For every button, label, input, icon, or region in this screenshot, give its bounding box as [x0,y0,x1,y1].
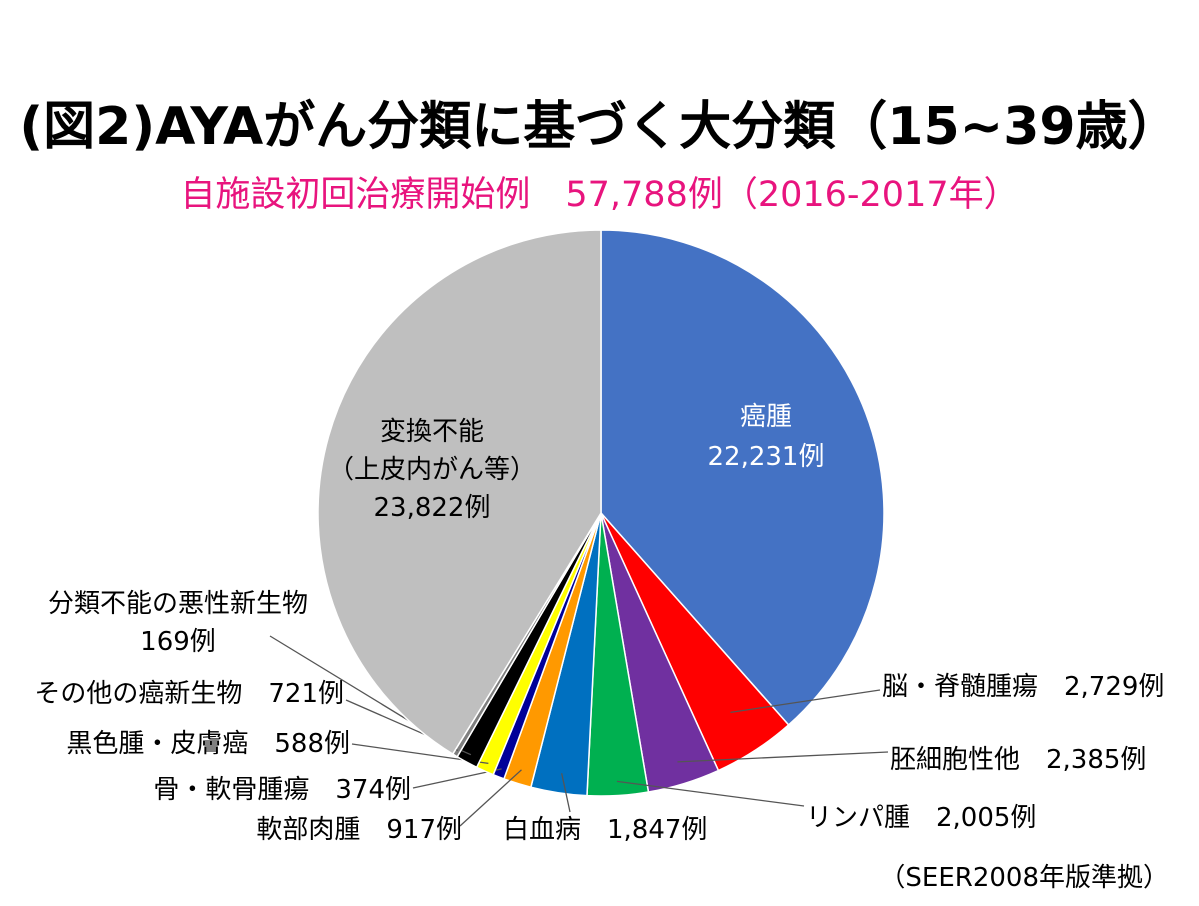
slice-label-soft-tissue-sarcoma: 軟部肉腫 917例 [256,815,462,845]
slice-label-leukemia: 白血病 1,847例 [503,815,707,845]
slice-label-unconvertible: 変換不能（上皮内がん等） 23,822例 [328,417,536,523]
callout-line-leukemia [561,773,571,813]
callout-line-germ-cell [677,751,889,763]
slice-label-carcinoma: 癌腫 22,231例 [708,402,825,472]
pie-slice-unconvertible [317,229,602,756]
slice-label-bone-tumor: 骨・軟骨腫瘍 374例 [153,775,411,805]
callout-line-soft-tissue-sarcoma [459,769,522,827]
slice-label-brain-spinal: 脳・脊髄腫瘍 2,729例 [882,672,1164,702]
slice-label-lymphoma: リンパ腫 2,005例 [806,803,1036,833]
pie-slice-carcinoma [600,229,885,726]
slice-label-melanoma-skin: 黒色腫・皮膚癌 588例 [66,729,350,759]
callout-line-brain-spinal [730,689,881,713]
chart-subtitle: 自施設初回治療開始例 57,788例（2016-2017年） [180,175,1019,215]
callout-line-lymphoma [616,780,805,807]
slice-label-unclassifiable: 分類不能の悪性新生物 169例 [48,589,308,657]
slice-label-other-neoplasm: その他の癌新生物 721例 [34,679,344,709]
slice-label-germ-cell: 胚細胞性他 2,385例 [890,745,1146,775]
chart-title: (図2)AYAがん分類に基づく大分類（15~39歳） [19,97,1180,157]
footnote: （SEER2008年版準拠） [879,863,1169,893]
